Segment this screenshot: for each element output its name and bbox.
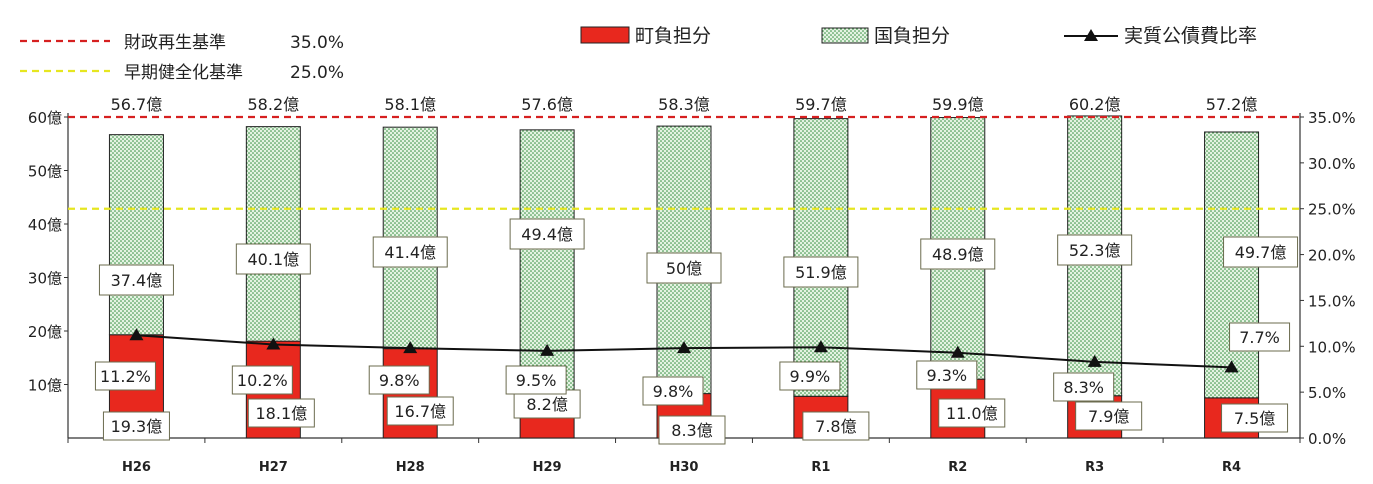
x-tick-label: H26 — [122, 460, 151, 475]
town-label: 19.3億 — [103, 412, 169, 440]
ratio-label: 10.2% — [232, 366, 292, 394]
y-right-tick-label: 5.0% — [1308, 384, 1346, 402]
national-label: 40.1億 — [236, 244, 310, 274]
national-label-text: 48.9億 — [932, 245, 984, 264]
national-label-text: 37.4億 — [111, 271, 163, 290]
ratio-label-text: 8.3% — [1063, 378, 1104, 397]
town-label-text: 8.2億 — [526, 395, 567, 414]
ratio-label: 9.8% — [643, 377, 703, 405]
national-label-text: 40.1億 — [248, 250, 300, 269]
national-label: 50億 — [647, 253, 721, 283]
national-label-text: 51.9億 — [795, 263, 847, 282]
total-label: 58.3億 — [658, 95, 710, 114]
town-label-text: 16.7億 — [394, 402, 446, 421]
ratio-label-text: 9.3% — [926, 366, 967, 385]
x-tick-label: R3 — [1085, 460, 1104, 475]
total-label: 57.2億 — [1206, 95, 1258, 114]
national-label-text: 41.4億 — [384, 243, 436, 262]
total-label: 59.9億 — [932, 95, 984, 114]
legend-label-national: 国負担分 — [874, 25, 950, 47]
town-label: 18.1億 — [248, 399, 314, 427]
town-label-text: 7.5億 — [1234, 409, 1275, 428]
national-label-text: 49.7億 — [1235, 243, 1287, 262]
y-right-tick-label: 30.0% — [1308, 155, 1356, 173]
total-label: 60.2億 — [1069, 95, 1121, 114]
national-label: 52.3億 — [1058, 235, 1132, 265]
legend-label-town: 町負担分 — [635, 25, 711, 47]
ratio-label-text: 9.8% — [379, 371, 420, 390]
x-tick-label: R2 — [948, 460, 967, 475]
y-right-tick-label: 10.0% — [1308, 338, 1356, 356]
x-tick-label: R4 — [1222, 460, 1241, 475]
town-label-text: 18.1億 — [256, 404, 308, 423]
town-label-text: 8.3億 — [671, 421, 712, 440]
town-label: 16.7億 — [387, 397, 453, 425]
ratio-label-text: 7.7% — [1239, 328, 1280, 347]
ratio-label-text: 9.9% — [790, 367, 831, 386]
national-label: 51.9億 — [784, 257, 858, 287]
x-tick-label: H30 — [670, 460, 699, 475]
y-left-tick-label: 10億 — [28, 377, 62, 395]
national-label: 37.4億 — [99, 265, 173, 295]
town-label-text: 11.0億 — [946, 404, 998, 423]
total-label: 57.6億 — [521, 95, 573, 114]
y-right-tick-label: 20.0% — [1308, 247, 1356, 265]
bar-national — [246, 127, 300, 342]
town-label-text: 19.3億 — [111, 417, 163, 436]
legend-value-early-soundness: 25.0% — [290, 63, 344, 83]
y-right-tick-label: 0.0% — [1308, 430, 1346, 448]
total-label: 56.7億 — [111, 95, 163, 114]
ratio-label: 9.8% — [369, 366, 429, 394]
total-label: 59.7億 — [795, 95, 847, 114]
y-right-tick-label: 15.0% — [1308, 292, 1356, 310]
national-label-text: 50億 — [666, 259, 702, 278]
y-left-tick-label: 20億 — [28, 323, 62, 341]
x-tick-label: H29 — [533, 460, 562, 475]
national-label: 41.4億 — [373, 237, 447, 267]
legend-label-ratio: 実質公債費比率 — [1124, 25, 1257, 47]
ratio-label-text: 10.2% — [237, 371, 288, 390]
legend-value-fiscal-rebuild: 35.0% — [290, 33, 344, 53]
y-left-tick-label: 60億 — [28, 109, 62, 127]
ratio-label-text: 9.5% — [516, 371, 557, 390]
ratio-label: 9.9% — [780, 362, 840, 390]
y-right-tick-label: 25.0% — [1308, 201, 1356, 219]
legend-swatch-town — [581, 27, 629, 43]
x-tick-label: H28 — [396, 460, 425, 475]
ratio-label: 9.5% — [506, 366, 566, 394]
town-label: 7.5億 — [1222, 404, 1288, 432]
ratio-label-text: 9.8% — [653, 382, 694, 401]
national-label-text: 52.3億 — [1069, 241, 1121, 260]
ratio-label: 7.7% — [1230, 323, 1290, 351]
town-label: 8.3億 — [659, 416, 725, 444]
total-label: 58.2億 — [248, 95, 300, 114]
town-label: 7.9億 — [1076, 402, 1142, 430]
ratio-label: 9.3% — [917, 361, 977, 389]
legend-swatch-national — [822, 28, 868, 43]
y-left-tick-label: 40億 — [28, 216, 62, 234]
x-tick-label: H27 — [259, 460, 288, 475]
town-label-text: 7.8億 — [815, 417, 856, 436]
town-label-text: 7.9億 — [1088, 407, 1129, 426]
ratio-label: 8.3% — [1054, 373, 1114, 401]
national-label-text: 49.4億 — [521, 225, 573, 244]
y-left-tick-label: 50億 — [28, 163, 62, 181]
national-label: 49.4億 — [510, 219, 584, 249]
ratio-label-text: 11.2% — [100, 367, 151, 386]
legend-label-early-soundness: 早期健全化基準 — [124, 63, 243, 83]
legend-label-fiscal-rebuild: 財政再生基準 — [124, 33, 226, 53]
national-label: 48.9億 — [921, 239, 995, 269]
town-label: 7.8億 — [803, 412, 869, 440]
town-label: 11.0億 — [939, 399, 1005, 427]
x-tick-label: R1 — [811, 460, 830, 475]
national-label: 49.7億 — [1224, 237, 1298, 267]
y-right-tick-label: 35.0% — [1308, 109, 1356, 127]
bar-national — [109, 135, 163, 335]
total-label: 58.1億 — [384, 95, 436, 114]
ratio-label: 11.2% — [95, 362, 155, 390]
y-left-tick-label: 30億 — [28, 270, 62, 288]
